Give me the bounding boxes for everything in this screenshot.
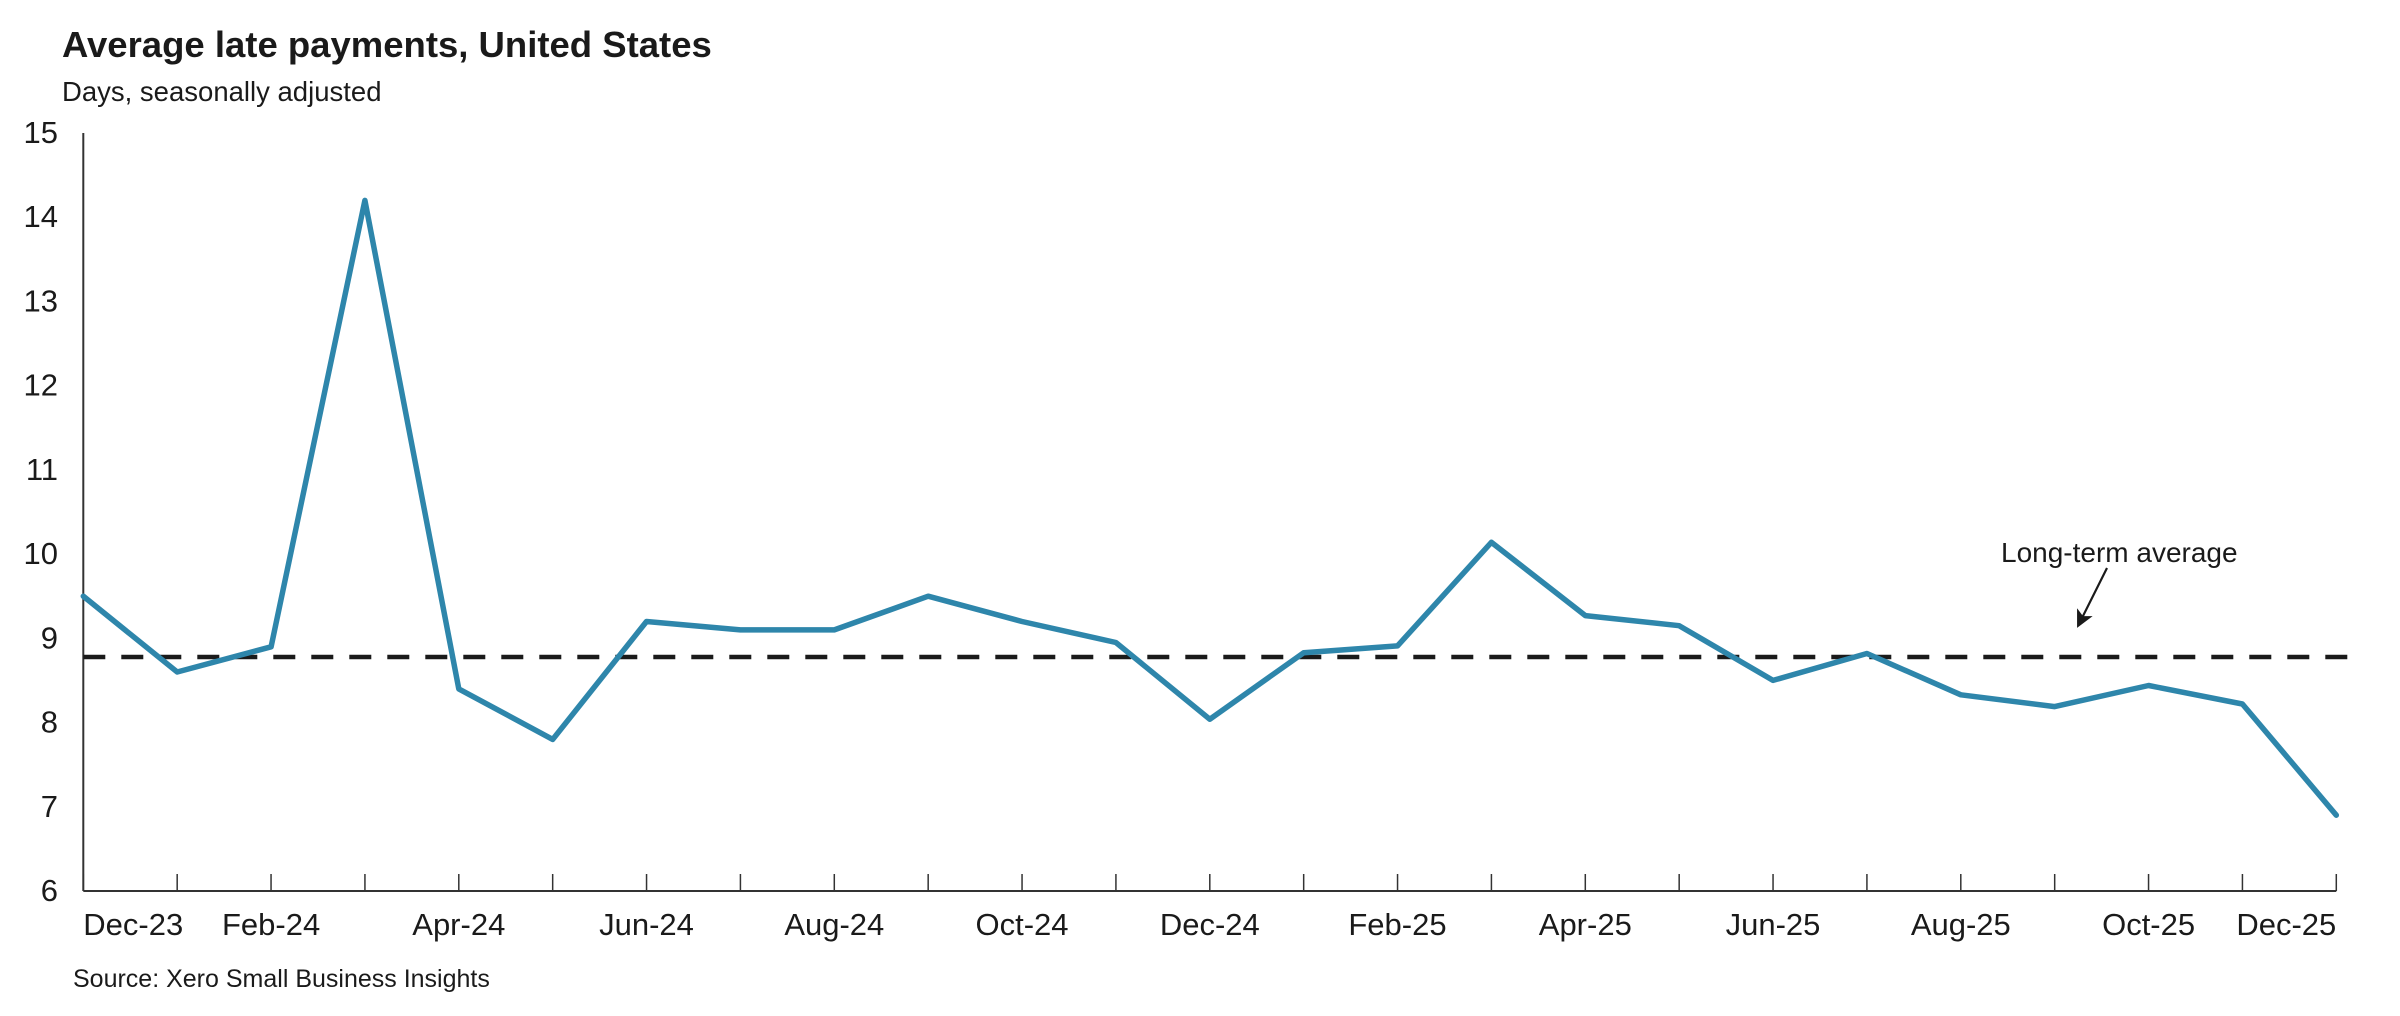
- svg-text:Feb-24: Feb-24: [222, 907, 320, 942]
- svg-text:Aug-24: Aug-24: [784, 907, 884, 942]
- svg-text:13: 13: [24, 283, 58, 318]
- svg-text:Apr-25: Apr-25: [1539, 907, 1632, 942]
- svg-text:Aug-25: Aug-25: [1911, 907, 2011, 942]
- svg-text:Apr-24: Apr-24: [412, 907, 505, 942]
- svg-text:Dec-24: Dec-24: [1160, 907, 1260, 942]
- svg-text:11: 11: [26, 452, 58, 487]
- svg-text:Oct-25: Oct-25: [2102, 907, 2195, 942]
- svg-text:8: 8: [41, 705, 58, 740]
- svg-text:Feb-25: Feb-25: [1348, 907, 1446, 942]
- svg-text:Jun-25: Jun-25: [1726, 907, 1821, 942]
- svg-text:14: 14: [24, 199, 58, 234]
- svg-text:Oct-24: Oct-24: [975, 907, 1068, 942]
- svg-text:6: 6: [41, 873, 58, 908]
- svg-text:Dec-23: Dec-23: [83, 907, 183, 942]
- svg-text:15: 15: [24, 115, 58, 150]
- svg-text:7: 7: [41, 789, 58, 824]
- svg-text:Long-term average: Long-term average: [2001, 537, 2238, 568]
- svg-text:Jun-24: Jun-24: [599, 907, 694, 942]
- svg-text:Dec-25: Dec-25: [2236, 907, 2336, 942]
- svg-text:9: 9: [41, 620, 58, 655]
- svg-text:12: 12: [24, 368, 58, 403]
- svg-text:10: 10: [24, 536, 58, 571]
